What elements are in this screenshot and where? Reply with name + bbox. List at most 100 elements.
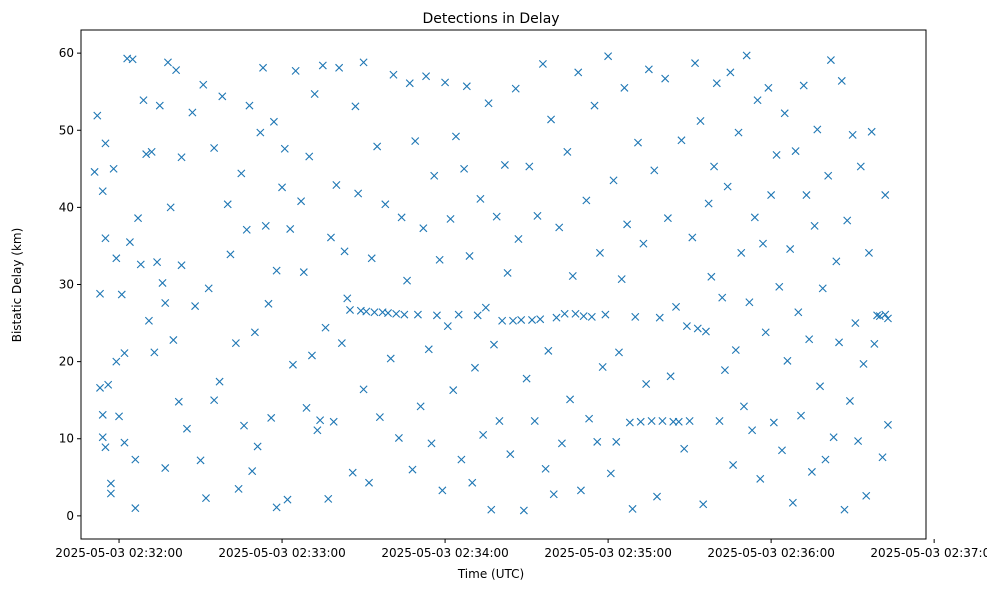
- data-point: [359, 385, 368, 394]
- data-point: [775, 282, 784, 291]
- data-point: [530, 417, 539, 425]
- data-point: [805, 335, 814, 344]
- data-point: [329, 417, 338, 426]
- data-point: [169, 336, 178, 345]
- data-point: [653, 492, 662, 501]
- data-point: [816, 382, 825, 391]
- data-point: [810, 221, 819, 230]
- data-point: [693, 324, 702, 333]
- data-point: [280, 144, 289, 153]
- data-point: [691, 59, 700, 68]
- data-point: [98, 433, 107, 442]
- data-point: [783, 356, 792, 365]
- data-point: [742, 51, 751, 60]
- data-point: [134, 214, 143, 223]
- data-point: [642, 379, 651, 388]
- data-point: [335, 63, 344, 72]
- data-point: [750, 213, 759, 222]
- data-point: [571, 309, 580, 318]
- data-point: [98, 410, 107, 419]
- data-point: [408, 465, 417, 474]
- data-point: [639, 239, 648, 248]
- data-point: [460, 164, 469, 173]
- data-point: [413, 310, 422, 319]
- data-point: [658, 417, 667, 425]
- data-point: [302, 403, 311, 412]
- data-point: [182, 424, 191, 433]
- data-point: [394, 433, 403, 442]
- data-point: [807, 467, 816, 476]
- data-point: [864, 248, 873, 257]
- data-point: [234, 484, 243, 493]
- data-point: [826, 56, 835, 65]
- data-point: [174, 397, 183, 406]
- data-point: [881, 310, 890, 319]
- data-point: [756, 474, 765, 483]
- data-point: [514, 235, 523, 243]
- data-point: [326, 233, 335, 242]
- data-point: [761, 328, 770, 337]
- y-tick-label: 0: [66, 509, 74, 523]
- data-point: [712, 79, 721, 88]
- data-point: [196, 456, 205, 465]
- data-point: [666, 372, 675, 381]
- data-point: [851, 319, 860, 328]
- data-point: [883, 314, 892, 323]
- data-point: [734, 128, 743, 137]
- data-point: [231, 339, 240, 348]
- data-point: [131, 504, 140, 513]
- data-point: [351, 102, 360, 111]
- data-point: [93, 111, 102, 120]
- data-point: [392, 309, 401, 318]
- data-point: [430, 171, 439, 180]
- data-point: [332, 181, 341, 190]
- data-point: [117, 290, 126, 299]
- data-point: [813, 125, 822, 134]
- data-point: [620, 83, 629, 92]
- data-point: [753, 96, 762, 105]
- y-tick-label: 60: [59, 46, 74, 60]
- data-point: [106, 489, 115, 498]
- data-point: [878, 453, 887, 462]
- data-point: [419, 224, 428, 233]
- data-point: [837, 76, 846, 85]
- data-point: [498, 316, 507, 325]
- data-point: [644, 65, 653, 74]
- data-point: [136, 260, 145, 269]
- data-point: [680, 444, 689, 453]
- data-point: [343, 294, 352, 303]
- data-point: [272, 503, 281, 512]
- data-point: [579, 312, 588, 321]
- data-point: [112, 357, 121, 366]
- data-point: [704, 199, 713, 208]
- data-point: [517, 315, 526, 324]
- data-point: [101, 139, 110, 148]
- data-point: [506, 450, 515, 459]
- data-point: [191, 302, 200, 311]
- data-point: [128, 55, 137, 64]
- data-point: [745, 298, 754, 307]
- data-point: [120, 349, 129, 358]
- data-point: [677, 136, 686, 145]
- data-point: [199, 80, 208, 89]
- data-point: [432, 311, 441, 320]
- data-point: [144, 316, 153, 325]
- x-tick-label: 2025-05-03 02:32:00: [55, 546, 182, 560]
- data-point: [188, 108, 197, 117]
- data-point: [381, 200, 390, 209]
- data-point: [142, 150, 151, 159]
- data-point: [843, 216, 852, 225]
- data-point: [536, 315, 545, 324]
- data-point: [547, 115, 556, 124]
- data-point: [791, 147, 800, 156]
- data-point: [495, 417, 504, 425]
- data-point: [710, 162, 719, 171]
- data-point: [321, 323, 330, 332]
- data-point: [824, 171, 833, 180]
- data-point: [707, 272, 716, 281]
- data-point: [223, 200, 232, 209]
- data-point: [818, 284, 827, 293]
- data-point: [655, 313, 664, 322]
- data-point: [253, 442, 262, 451]
- data-point: [481, 303, 490, 312]
